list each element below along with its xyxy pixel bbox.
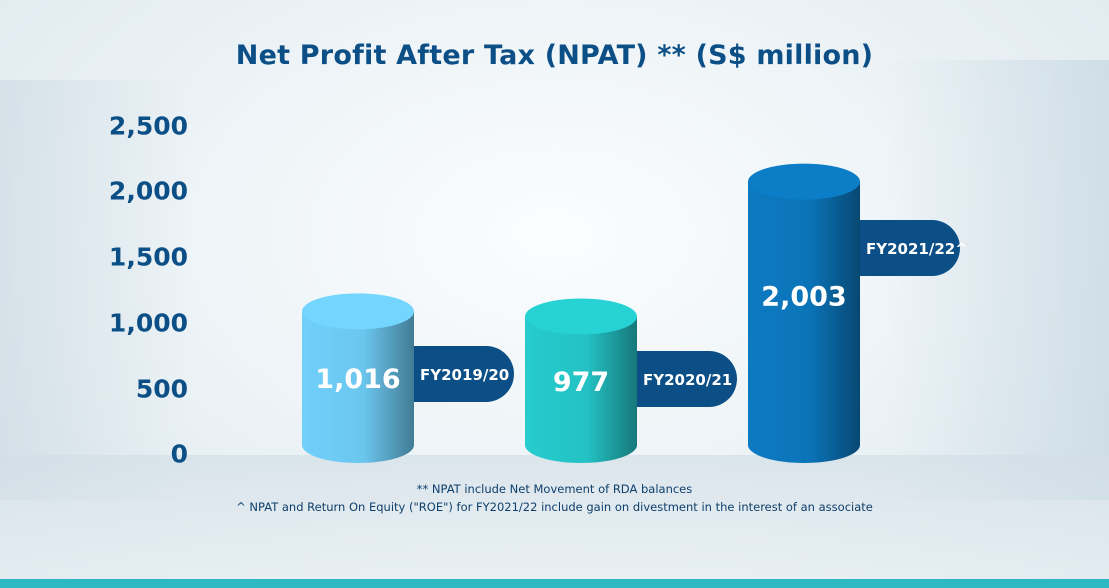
y-tick-label: 1,500 bbox=[108, 242, 188, 272]
bar-top bbox=[525, 298, 637, 335]
y-tick-label: 2,000 bbox=[108, 176, 188, 206]
bar-1: FY2019/20 1,016 bbox=[302, 293, 514, 463]
bar-body bbox=[525, 316, 637, 463]
y-tick-label: 500 bbox=[135, 374, 188, 404]
footnote-npat: ** NPAT include Net Movement of RDA bala… bbox=[416, 482, 693, 496]
bottom-accent-strip bbox=[0, 579, 1109, 588]
bar-3: FY2021/22^ 2,003 bbox=[748, 163, 968, 463]
y-tick-label: 2,500 bbox=[108, 111, 188, 141]
value-label: 1,016 bbox=[315, 364, 400, 395]
y-tick-label: 1,000 bbox=[108, 308, 188, 338]
chart-title: Net Profit After Tax (NPAT) ** (S$ milli… bbox=[235, 40, 874, 71]
category-label: FY2021/22^ bbox=[866, 240, 968, 258]
value-label: 977 bbox=[553, 367, 609, 398]
bar-body bbox=[302, 311, 414, 463]
category-label: FY2019/20 bbox=[420, 366, 509, 384]
category-label: FY2020/21 bbox=[643, 371, 732, 389]
background-building-left bbox=[0, 80, 190, 500]
y-tick-label: 0 bbox=[170, 439, 188, 469]
bar-2: FY2020/21 977 bbox=[525, 298, 737, 463]
bar-top bbox=[302, 293, 414, 330]
footnote-roe: ^ NPAT and Return On Equity ("ROE") for … bbox=[236, 500, 873, 514]
background-building-right bbox=[889, 60, 1109, 500]
bar-top bbox=[748, 163, 860, 200]
value-label: 2,003 bbox=[761, 281, 846, 312]
bar-body bbox=[748, 181, 860, 463]
background-floor-reflection bbox=[0, 455, 1109, 585]
